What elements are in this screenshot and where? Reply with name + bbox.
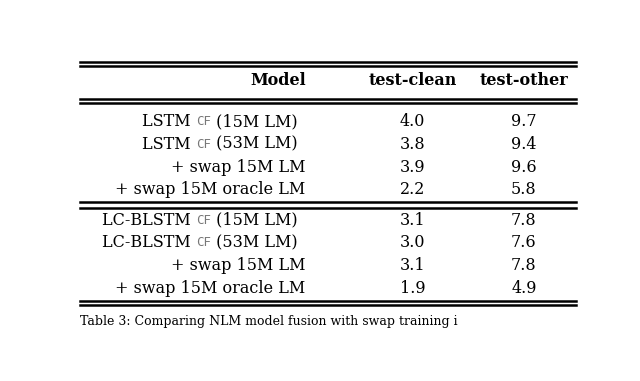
Text: (15M LM): (15M LM) <box>211 212 298 229</box>
Text: CF: CF <box>196 214 211 227</box>
Text: Model: Model <box>250 72 306 90</box>
Text: test-clean: test-clean <box>368 72 456 90</box>
Text: (53M LM): (53M LM) <box>211 136 298 153</box>
Text: + swap 15M oracle LM: + swap 15M oracle LM <box>115 181 306 198</box>
Text: 7.8: 7.8 <box>511 257 537 274</box>
Text: 3.1: 3.1 <box>399 212 425 229</box>
Text: 3.9: 3.9 <box>399 158 425 176</box>
Text: 3.0: 3.0 <box>399 234 425 251</box>
Text: 7.6: 7.6 <box>511 234 537 251</box>
Text: 9.4: 9.4 <box>511 136 537 153</box>
Text: CF: CF <box>196 237 211 250</box>
Text: test-other: test-other <box>479 72 568 90</box>
Text: LSTM: LSTM <box>142 113 196 130</box>
Text: 9.7: 9.7 <box>511 113 537 130</box>
Text: Table 3: Comparing NLM model fusion with swap training i: Table 3: Comparing NLM model fusion with… <box>80 315 458 328</box>
Text: 3.1: 3.1 <box>399 257 425 274</box>
Text: 4.9: 4.9 <box>511 280 537 297</box>
Text: + swap 15M LM: + swap 15M LM <box>171 257 306 274</box>
Text: CF: CF <box>196 115 211 128</box>
Text: LC-BLSTM: LC-BLSTM <box>102 234 196 251</box>
Text: (53M LM): (53M LM) <box>211 234 298 251</box>
Text: + swap 15M LM: + swap 15M LM <box>171 158 306 176</box>
Text: 5.8: 5.8 <box>511 181 537 198</box>
Text: LC-BLSTM: LC-BLSTM <box>102 212 196 229</box>
Text: (15M LM): (15M LM) <box>211 113 298 130</box>
Text: 2.2: 2.2 <box>399 181 425 198</box>
Text: 4.0: 4.0 <box>399 113 425 130</box>
Text: CF: CF <box>196 138 211 151</box>
Text: 1.9: 1.9 <box>399 280 425 297</box>
Text: 7.8: 7.8 <box>511 212 537 229</box>
Text: LSTM: LSTM <box>142 136 196 153</box>
Text: + swap 15M oracle LM: + swap 15M oracle LM <box>115 280 306 297</box>
Text: 3.8: 3.8 <box>399 136 425 153</box>
Text: 9.6: 9.6 <box>511 158 537 176</box>
